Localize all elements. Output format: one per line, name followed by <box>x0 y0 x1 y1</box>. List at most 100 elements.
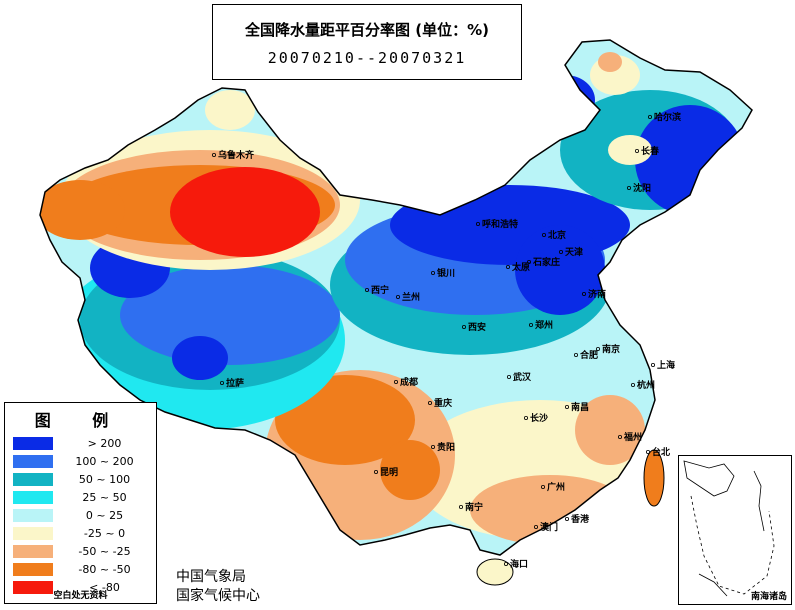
agency-ncc: 国家气候中心 <box>176 588 260 604</box>
legend-item: 50 ~ 100 <box>11 473 151 487</box>
city-label: 重庆 <box>434 397 452 409</box>
taiwan-island <box>643 449 665 507</box>
field-fujian <box>575 395 645 465</box>
city-label: 银川 <box>437 267 455 279</box>
city-label: 西安 <box>468 321 486 333</box>
city-label: 上海 <box>657 359 675 371</box>
legend-label: 50 ~ 100 <box>78 473 131 486</box>
map-title: 全国降水量距平百分率图 (单位：%) <box>245 21 489 39</box>
city-label: 郑州 <box>535 319 553 331</box>
city-marker <box>582 291 587 296</box>
title-box: 全国降水量距平百分率图 (单位：%) 20070210--20070321 <box>212 4 522 80</box>
legend-swatch <box>13 527 53 540</box>
legend-label: < -80 <box>89 581 120 594</box>
city-marker <box>574 352 579 357</box>
legend-label: -80 ~ -50 <box>78 563 131 576</box>
city-label: 香港 <box>570 513 590 525</box>
city-marker <box>596 346 601 351</box>
inset-label: 南海诸岛 <box>750 592 787 602</box>
city-label: 呼和浩特 <box>482 218 518 230</box>
city-label: 天津 <box>565 246 583 258</box>
legend-swatch <box>13 545 53 558</box>
city-marker <box>646 449 651 454</box>
city-marker <box>651 362 656 367</box>
city-label: 昆明 <box>380 467 398 478</box>
legend-swatch <box>13 509 53 522</box>
city-marker <box>541 484 546 489</box>
city-label: 长春 <box>641 145 660 157</box>
city-marker <box>211 152 216 157</box>
city-marker <box>542 232 547 237</box>
city-marker <box>461 324 466 329</box>
legend-label: 25 ~ 50 <box>82 491 127 504</box>
city-marker <box>627 185 632 190</box>
city-label: 澳门 <box>540 521 558 533</box>
field-guizhou-dry <box>380 440 440 500</box>
field-tibet-100-200 <box>120 265 340 365</box>
city-marker <box>524 415 529 420</box>
city-marker <box>618 434 623 439</box>
legend-label: -50 ~ -25 <box>78 545 131 558</box>
field-changchun-neutral <box>608 135 652 165</box>
legend-title: 图 例 <box>34 411 127 430</box>
city-label: 拉萨 <box>226 377 244 389</box>
inset-dash-line <box>690 495 775 595</box>
legend-swatch <box>13 491 53 504</box>
china-border <box>39 39 753 556</box>
field-kashgar-dry <box>40 180 125 240</box>
legend-label: 0 ~ 25 <box>85 509 124 522</box>
field-ne-gt200 <box>635 105 745 215</box>
legend-label: 100 ~ 200 <box>75 455 134 468</box>
city-label: 广州 <box>547 481 565 493</box>
city-marker <box>427 400 432 405</box>
inset-borneo <box>698 573 728 597</box>
legend-item: 25 ~ 50 <box>11 491 151 505</box>
city-label: 乌鲁木齐 <box>218 149 255 161</box>
city-label: 石家庄 <box>532 256 560 268</box>
city-label: 北京 <box>548 229 566 241</box>
city-marker <box>364 287 369 292</box>
city-marker <box>506 374 511 379</box>
legend-item: -25 ~ 0 <box>11 527 151 541</box>
city-label: 成都 <box>400 376 418 388</box>
legend-label: -25 ~ 0 <box>83 527 126 540</box>
inset-coast <box>683 460 735 497</box>
legend-item: 100 ~ 200 <box>11 455 151 469</box>
legend-note: 空白处无资料 <box>53 591 108 601</box>
legend-item: -50 ~ -25 <box>11 545 151 559</box>
city-marker <box>635 148 640 153</box>
city-marker <box>529 322 534 327</box>
city-label: 台北 <box>652 446 670 458</box>
field-hebei-gt200 <box>515 225 605 315</box>
city-marker <box>565 404 570 409</box>
field-xinjiang-lt80 <box>170 167 320 257</box>
city-label: 福州 <box>623 431 642 443</box>
city-label: 武汉 <box>513 371 532 383</box>
legend: 图 例 > 200 100 ~ 200 50 ~ 100 25 ~ 50 0 ~… <box>4 402 157 604</box>
city-marker <box>527 259 532 264</box>
hainan-island <box>476 558 514 586</box>
inset-map <box>683 460 775 597</box>
city-label: 南昌 <box>571 401 589 413</box>
legend-item: < -80 <box>11 581 151 595</box>
field-mohe-dry <box>598 52 622 72</box>
city-label: 杭州 <box>637 379 655 391</box>
legend-swatch <box>13 437 53 450</box>
agency-cma: 中国气象局 <box>176 569 246 585</box>
legend-label: > 200 <box>87 437 122 450</box>
legend-swatch <box>13 455 53 468</box>
city-marker <box>430 270 435 275</box>
city-label: 哈尔滨 <box>654 111 681 123</box>
city-label: 合肥 <box>580 349 598 361</box>
city-marker <box>631 382 636 387</box>
city-marker <box>430 444 435 449</box>
city-marker <box>648 115 653 120</box>
city-label: 南京 <box>602 343 620 355</box>
city-marker <box>503 562 508 567</box>
south-china-sea-inset: 南海诸岛 <box>678 455 792 605</box>
city-label: 海口 <box>510 558 528 570</box>
city-marker <box>395 294 400 299</box>
legend-item: -80 ~ -50 <box>11 563 151 577</box>
